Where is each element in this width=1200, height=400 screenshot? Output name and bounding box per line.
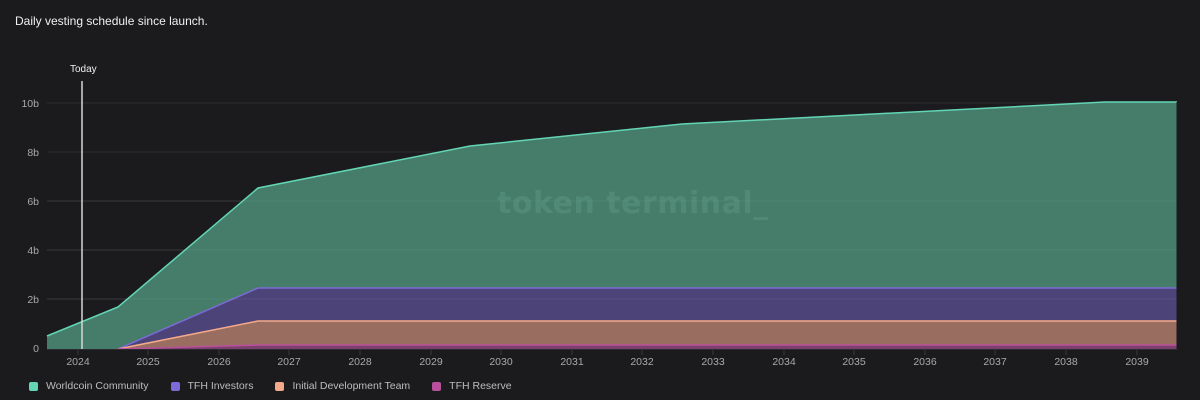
y-tick-label: 6b [27,196,39,208]
legend-swatch-icon [432,381,442,391]
x-tick-label: 2038 [1054,356,1078,368]
x-tick-label: 2037 [983,356,1007,368]
legend-label: TFH Investors [187,380,254,392]
line-tfh-reserve [117,344,1177,350]
x-axis: 2024 2025 2026 2027 2028 2029 2030 2031 … [47,349,1177,368]
line-tfh-investors [117,287,1177,350]
y-tick-label: 2b [27,294,39,306]
area-initial-development-team [118,321,1177,349]
x-tick-label: 2030 [489,356,513,368]
area-tfh-reserve [118,345,1177,349]
legend-swatch-icon [29,381,38,391]
x-tick-label: 2031 [560,356,584,368]
y-tick-label: 4b [27,245,39,257]
y-tick-label: 0 [33,343,39,355]
x-tick-label: 2024 [66,356,90,368]
x-tick-label: 2032 [630,356,654,368]
y-tick-label: 8b [27,147,39,159]
legend-item-tfh-reserve[interactable]: TFH Reserve [432,380,512,392]
legend-label: TFH Reserve [449,380,512,392]
x-tick-label: 2033 [701,356,725,368]
x-tick-label: 2034 [772,356,796,368]
watermark: token terminal_ [497,186,769,221]
today-label: Today [70,64,97,75]
x-tick-label: 2036 [913,356,937,368]
y-tick-label: 10b [21,98,39,110]
legend-label: Initial Development Team [292,380,411,392]
x-tick-label: 2029 [419,356,443,368]
x-tick-label: 2039 [1125,356,1149,368]
x-tick-label: 2028 [348,356,372,368]
x-tick-label: 2035 [842,356,866,368]
y-axis: 0 2b 4b 6b 8b 10b [21,98,39,355]
chart-legend: Worldcoin Community TFH Investors Initia… [29,380,534,392]
legend-swatch-icon [170,381,180,391]
x-tick-label: 2026 [207,356,231,368]
legend-item-initial-development-team[interactable]: Initial Development Team [275,380,410,392]
legend-label: Worldcoin Community [46,380,149,392]
legend-item-worldcoin-community[interactable]: Worldcoin Community [29,380,149,392]
legend-item-tfh-investors[interactable]: TFH Investors [170,380,254,392]
line-initial-development-team [117,320,1177,350]
x-tick-label: 2027 [277,356,301,368]
x-tick-label: 2025 [136,356,160,368]
gridlines-overlay [47,200,1177,300]
today-marker: Today [70,64,97,349]
chart-subtitle: Daily vesting schedule since launch. [15,14,208,28]
legend-swatch-icon [275,381,285,391]
line-worldcoin-community [46,101,1177,337]
